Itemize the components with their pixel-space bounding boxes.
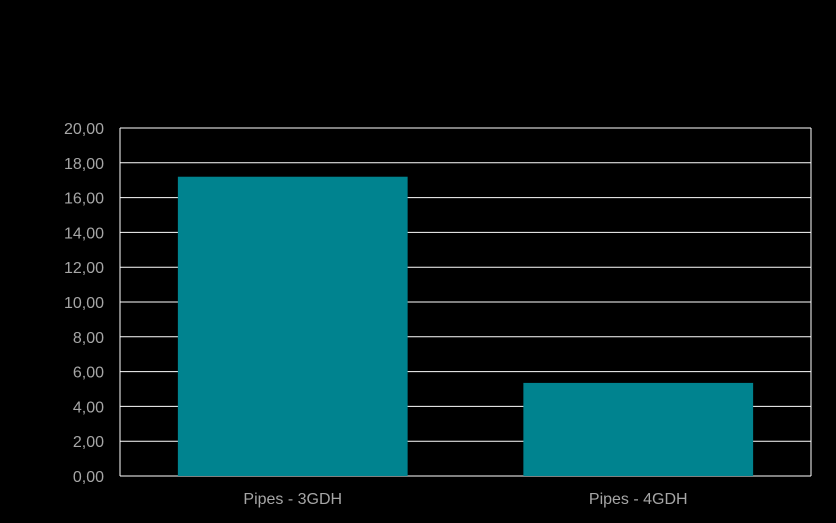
y-tick-label: 20,00	[64, 121, 104, 138]
y-tick-label: 6,00	[73, 365, 104, 382]
y-tick-label: 14,00	[64, 225, 104, 242]
x-category-label: Pipes - 3GDH	[243, 491, 342, 508]
y-tick-label: 4,00	[73, 399, 104, 416]
bar-1	[177, 176, 408, 476]
x-axis-category-labels: Pipes - 3GDH Pipes - 4GDH	[243, 491, 687, 508]
bar-2	[523, 382, 754, 476]
y-tick-label: 0,00	[73, 469, 104, 486]
y-tick-label: 18,00	[64, 156, 104, 173]
y-tick-label: 8,00	[73, 330, 104, 347]
y-tick-label: 10,00	[64, 295, 104, 312]
y-axis-tick-labels: 0,00 2,00 4,00 6,00 8,00 10,00 12,00 14,00 16,00…	[64, 121, 104, 486]
y-tick-label: 16,00	[64, 191, 104, 208]
bars	[177, 176, 754, 476]
y-tick-label: 2,00	[73, 434, 104, 451]
x-category-label: Pipes - 4GDH	[589, 491, 688, 508]
y-tick-label: 12,00	[64, 260, 104, 277]
